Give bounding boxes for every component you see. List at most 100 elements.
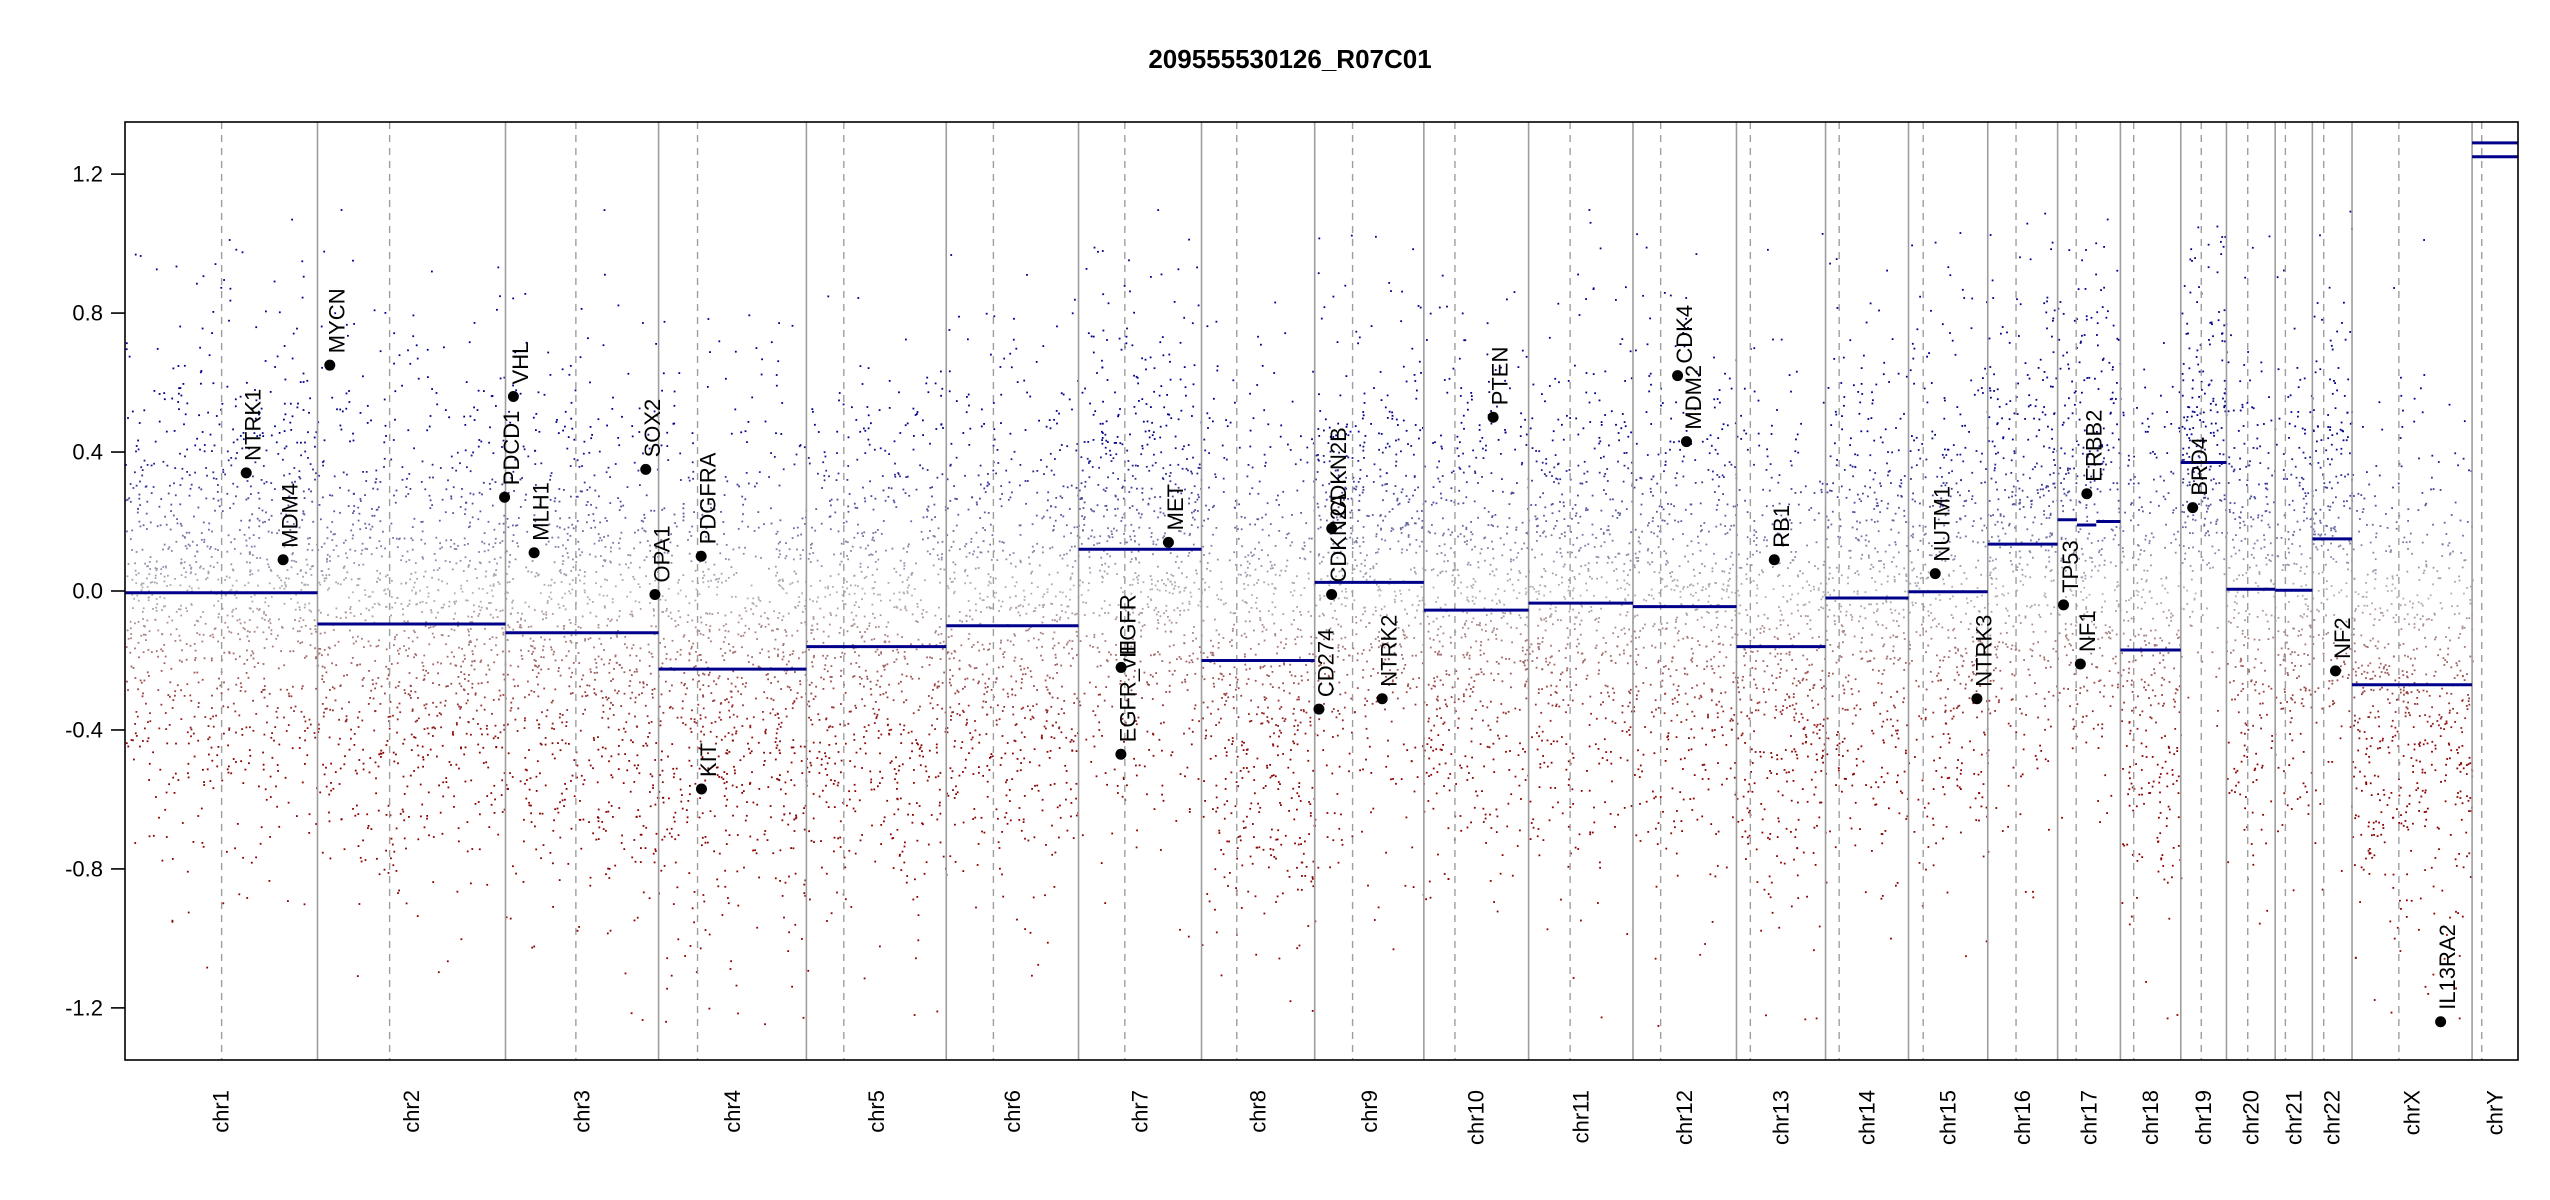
probe-point — [624, 516, 627, 519]
probe-point — [492, 699, 495, 701]
probe-point — [758, 471, 761, 473]
probe-point — [286, 569, 289, 571]
probe-point — [419, 783, 422, 786]
probe-point — [1071, 647, 1073, 650]
probe-point — [391, 579, 393, 582]
probe-point — [749, 835, 752, 838]
probe-point — [135, 582, 138, 585]
probe-point — [436, 755, 438, 758]
probe-point — [874, 581, 876, 583]
probe-point — [876, 568, 878, 571]
probe-point — [936, 554, 939, 557]
probe-point — [255, 713, 258, 715]
probe-point — [398, 537, 401, 540]
probe-point — [287, 724, 290, 726]
probe-point — [235, 248, 238, 251]
probe-point — [587, 514, 590, 516]
probe-point — [453, 806, 455, 808]
probe-point — [900, 733, 902, 736]
probe-point — [568, 743, 570, 745]
probe-point — [736, 834, 739, 836]
probe-point — [811, 723, 814, 726]
probe-point — [440, 662, 442, 665]
probe-point — [217, 746, 220, 748]
probe-point — [393, 332, 396, 335]
probe-point — [150, 651, 153, 653]
probe-point — [953, 590, 956, 593]
probe-point — [926, 508, 928, 511]
probe-point — [190, 566, 193, 569]
probe-point — [717, 612, 719, 614]
probe-point — [146, 464, 149, 466]
probe-point — [362, 839, 364, 842]
probe-point — [1034, 607, 1037, 609]
probe-point — [890, 728, 893, 731]
probe-point — [408, 816, 410, 818]
probe-point — [899, 608, 902, 611]
probe-point — [451, 568, 454, 571]
probe-point — [921, 822, 923, 825]
probe-point — [940, 370, 942, 373]
probe-point — [170, 510, 172, 512]
probe-point — [427, 672, 430, 674]
probe-point — [916, 802, 918, 804]
probe-point — [655, 625, 657, 628]
probe-point — [309, 537, 311, 539]
probe-point — [212, 636, 215, 639]
probe-point — [402, 608, 404, 610]
probe-point — [847, 558, 849, 561]
probe-point — [443, 603, 445, 606]
probe-point — [439, 467, 442, 469]
probe-point — [510, 476, 513, 479]
probe-point — [809, 561, 812, 563]
probe-point — [1051, 619, 1054, 621]
probe-point — [302, 381, 305, 383]
probe-point — [452, 733, 455, 736]
probe-point — [1053, 783, 1056, 785]
probe-point — [479, 510, 482, 513]
probe-point — [299, 381, 302, 383]
probe-point — [874, 561, 877, 563]
probe-point — [540, 857, 542, 860]
probe-point — [171, 858, 174, 860]
probe-point — [693, 721, 696, 723]
probe-point — [628, 760, 631, 762]
probe-point — [136, 715, 139, 718]
probe-point — [793, 701, 796, 703]
probe-point — [707, 580, 710, 583]
probe-point — [312, 468, 314, 471]
probe-point — [143, 409, 146, 412]
probe-point — [589, 381, 591, 384]
probe-point — [165, 791, 168, 794]
probe-point — [690, 717, 693, 720]
probe-point — [250, 493, 252, 495]
probe-point — [946, 731, 949, 734]
probe-point — [210, 659, 213, 662]
probe-point — [136, 594, 139, 597]
probe-point — [263, 733, 266, 736]
probe-point — [190, 483, 193, 486]
probe-point — [730, 696, 733, 699]
probe-point — [932, 688, 934, 691]
probe-point — [872, 508, 875, 511]
probe-point — [847, 505, 850, 508]
probe-point — [134, 471, 136, 474]
probe-point — [427, 376, 429, 378]
probe-point — [692, 470, 695, 473]
probe-point — [888, 380, 891, 382]
probe-point — [851, 545, 854, 548]
probe-point — [911, 572, 914, 574]
probe-point — [1074, 560, 1077, 562]
probe-point — [259, 434, 261, 437]
probe-point — [925, 611, 928, 613]
probe-point — [171, 919, 174, 922]
probe-point — [165, 430, 168, 433]
probe-point — [605, 471, 608, 474]
points-chr1 — [125, 218, 320, 969]
probe-point — [1050, 505, 1053, 507]
probe-point — [358, 903, 361, 905]
probe-point — [800, 760, 803, 762]
probe-point — [315, 472, 317, 475]
probe-point — [494, 724, 497, 727]
probe-point — [380, 749, 383, 752]
